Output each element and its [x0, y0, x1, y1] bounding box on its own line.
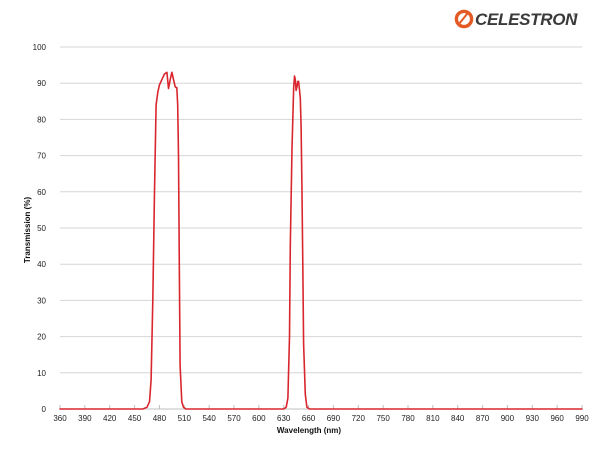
x-tick-label: 390	[78, 414, 92, 423]
x-tick-label: 960	[550, 414, 564, 423]
y-tick-label: 40	[37, 260, 46, 269]
y-axis-title: Transmission (%)	[23, 197, 32, 264]
x-tick-label: 480	[153, 414, 167, 423]
y-tick-label: 30	[37, 296, 46, 305]
y-tick-label: 60	[37, 188, 46, 197]
y-tick-label: 80	[37, 115, 46, 124]
x-tick-label: 600	[252, 414, 266, 423]
celestron-logo: CELESTRON ®	[454, 9, 578, 29]
registered-mark: ®	[573, 12, 577, 19]
y-tick-label: 0	[42, 405, 47, 414]
x-tick-label: 990	[575, 414, 589, 423]
x-tick-label: 660	[302, 414, 316, 423]
x-tick-label: 570	[227, 414, 241, 423]
y-tick-label: 70	[37, 152, 46, 161]
celestron-swoosh-icon	[454, 9, 474, 29]
x-tick-label: 540	[202, 414, 216, 423]
x-tick-label: 900	[501, 414, 515, 423]
x-tick-label: 870	[476, 414, 490, 423]
x-tick-label: 420	[103, 414, 117, 423]
transmission-line	[59, 71, 583, 410]
axes: 0 10 20 30 40 50 60 70 80 90 100 360 390 420 450 480 510…	[33, 43, 590, 423]
y-tick-label: 20	[37, 333, 46, 342]
x-tick-label: 510	[178, 414, 192, 423]
x-tick-label: 810	[426, 414, 440, 423]
x-tick-label: 720	[352, 414, 366, 423]
y-tick-label: 90	[37, 79, 46, 88]
x-tick-label: 840	[451, 414, 465, 423]
x-tick-label: 630	[277, 414, 291, 423]
x-tick-label: 690	[327, 414, 341, 423]
y-tick-label: 10	[37, 369, 46, 378]
y-tick-label: 50	[37, 224, 46, 233]
x-tick-label: 780	[401, 414, 415, 423]
x-tick-label: 930	[526, 414, 540, 423]
y-tick-label: 100	[33, 43, 47, 52]
x-axis-title: Wavelength (nm)	[277, 426, 341, 435]
gridlines	[60, 46, 582, 410]
x-tick-label: 450	[128, 414, 142, 423]
series-layer	[59, 71, 583, 410]
brand-wordmark: CELESTRON	[475, 10, 578, 29]
x-tick-label: 360	[53, 414, 67, 423]
x-tick-label: 750	[376, 414, 390, 423]
